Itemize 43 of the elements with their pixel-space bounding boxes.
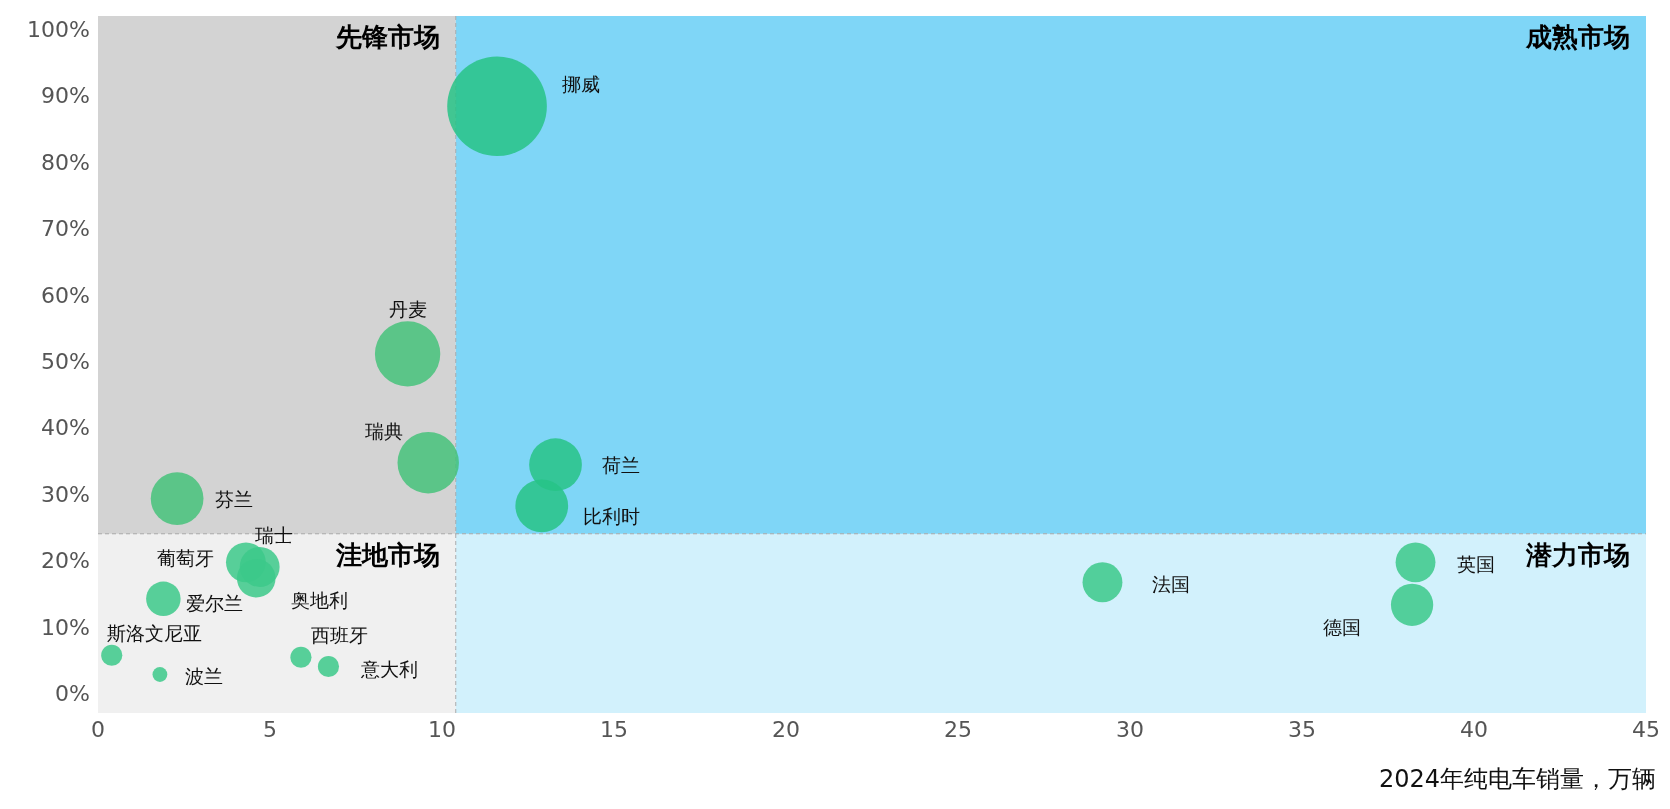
y-tick-label: 50% bbox=[41, 348, 90, 374]
series-label: 挪威 bbox=[561, 73, 600, 96]
x-tick-label: 40 bbox=[1460, 717, 1488, 742]
series-label: 西班牙 bbox=[310, 623, 368, 646]
series-label: 英国 bbox=[1457, 553, 1496, 576]
x-tick-label: 5 bbox=[263, 717, 277, 742]
x-tick-label: 25 bbox=[944, 717, 972, 742]
series-label: 荷兰 bbox=[601, 453, 640, 476]
x-tick-label: 35 bbox=[1288, 717, 1316, 742]
series-label: 德国 bbox=[1322, 615, 1361, 638]
series-label: 比利时 bbox=[583, 504, 641, 527]
y-tick-label: 60% bbox=[41, 282, 90, 308]
annotation: 先锋市场 bbox=[334, 22, 440, 52]
series-label: 丹麦 bbox=[388, 298, 427, 321]
y-tick-label: 20% bbox=[41, 548, 90, 574]
x-tick-label: 15 bbox=[600, 717, 628, 742]
y-tick-label: 100% bbox=[27, 17, 90, 43]
y-tick-label: 40% bbox=[41, 415, 90, 441]
series-label: 芬兰 bbox=[215, 487, 254, 510]
y-tick-label: 30% bbox=[41, 481, 90, 507]
series-label: 瑞典 bbox=[364, 419, 403, 442]
series-label: 葡萄牙 bbox=[156, 547, 214, 570]
y-tick-label: 70% bbox=[41, 216, 90, 242]
y-tick-label: 0% bbox=[55, 680, 90, 706]
series-label: 意大利 bbox=[360, 657, 419, 680]
series-label: 法国 bbox=[1152, 573, 1191, 596]
x-axis-title: 2024年纯电车销量，万辆 bbox=[1378, 764, 1656, 795]
y-tick-label: 80% bbox=[41, 149, 90, 175]
y-tick-label: 90% bbox=[41, 83, 90, 109]
series-label: 奥地利 bbox=[290, 589, 348, 612]
series-label: 斯洛文尼亚 bbox=[106, 621, 202, 644]
x-tick-label: 0 bbox=[91, 717, 105, 742]
series-label: 爱尔兰 bbox=[185, 591, 243, 614]
series-label: 瑞士 bbox=[254, 524, 293, 547]
annotation: 洼地市场 bbox=[334, 539, 440, 570]
x-tick-label: 20 bbox=[772, 717, 800, 742]
x-tick-label: 10 bbox=[428, 717, 456, 742]
x-tick-label: 30 bbox=[1116, 717, 1144, 742]
series-label: 波兰 bbox=[185, 665, 224, 688]
y-tick-label: 10% bbox=[41, 614, 90, 640]
annotation: 潜力市场 bbox=[1525, 539, 1630, 570]
x-tick-label: 45 bbox=[1632, 717, 1660, 742]
annotation: 成熟市场 bbox=[1525, 22, 1630, 52]
